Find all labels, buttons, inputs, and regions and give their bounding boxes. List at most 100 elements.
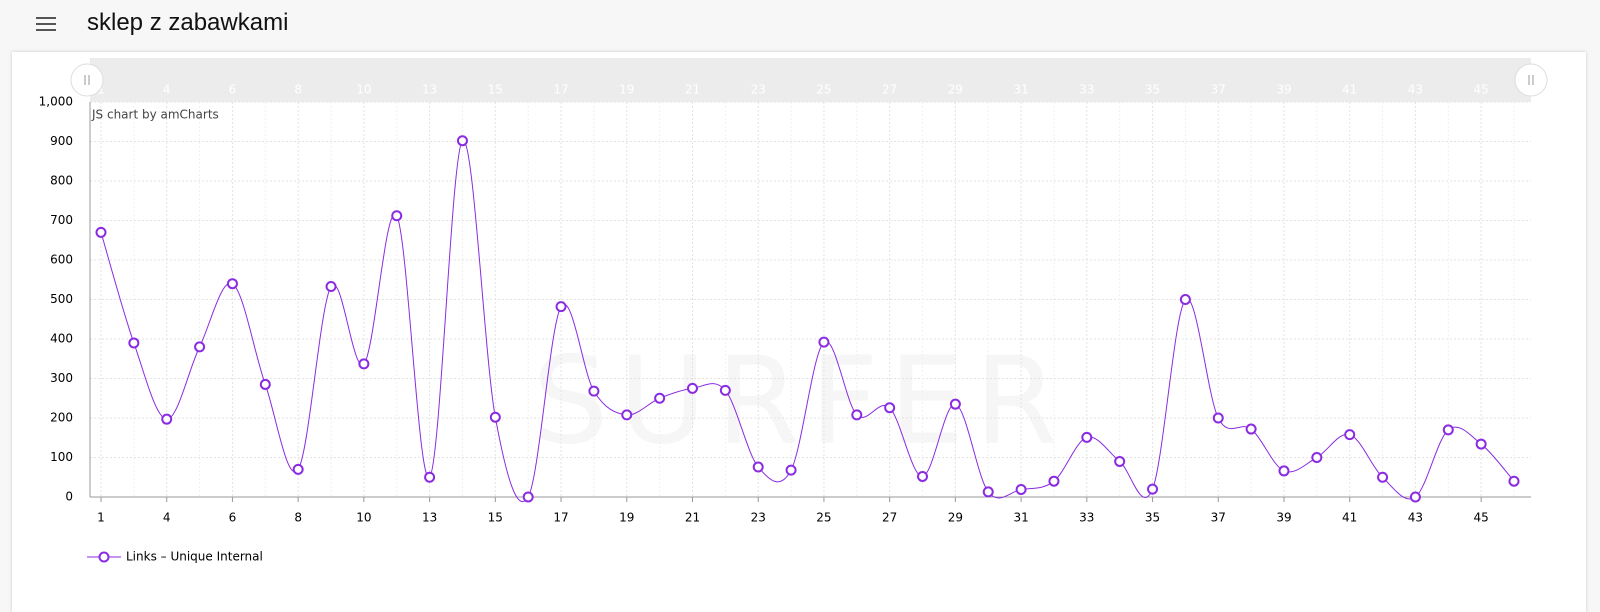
y-tick-label: 400 bbox=[50, 332, 73, 346]
x-tick-label: 19 bbox=[619, 511, 634, 525]
y-tick-label: 700 bbox=[50, 213, 73, 227]
scrollbar-grip[interactable] bbox=[1514, 63, 1548, 97]
scrollbar-label: 27 bbox=[882, 83, 897, 97]
point bbox=[161, 413, 173, 425]
x-tick-label: 39 bbox=[1276, 511, 1291, 525]
scrollbar-label: 37 bbox=[1211, 83, 1226, 97]
point bbox=[1311, 452, 1323, 463]
y-tick-label: 1,000 bbox=[39, 95, 73, 109]
page-title: sklep z zabawkami bbox=[87, 9, 289, 36]
scrollbar-label: 21 bbox=[685, 83, 700, 97]
x-tick-label: 31 bbox=[1013, 511, 1028, 525]
scrollbar[interactable] bbox=[90, 58, 1531, 102]
point bbox=[982, 486, 994, 498]
scrollbar-label: 6 bbox=[229, 83, 237, 97]
point bbox=[226, 278, 238, 290]
point bbox=[654, 392, 666, 404]
point bbox=[456, 135, 468, 147]
x-tick-label: 8 bbox=[294, 511, 302, 525]
x-tick-label: 45 bbox=[1473, 511, 1488, 525]
point bbox=[1442, 424, 1454, 436]
point bbox=[1179, 294, 1191, 305]
scrollbar-label: 29 bbox=[948, 83, 963, 97]
y-tick-label: 0 bbox=[65, 490, 73, 504]
x-tick-label: 27 bbox=[882, 511, 897, 525]
point bbox=[1114, 455, 1126, 467]
scrollbar-label: 19 bbox=[619, 83, 634, 97]
watermark: SURFER bbox=[532, 333, 1068, 472]
point bbox=[949, 398, 961, 410]
y-tick-label: 300 bbox=[50, 371, 73, 385]
scrollbar-label: 10 bbox=[356, 83, 371, 97]
y-tick-label: 600 bbox=[50, 253, 73, 267]
point bbox=[1048, 475, 1060, 487]
scrollbar-label: 41 bbox=[1342, 83, 1357, 97]
x-tick-label: 33 bbox=[1079, 511, 1094, 525]
x-tick-label: 6 bbox=[229, 511, 237, 525]
point bbox=[719, 384, 731, 396]
point bbox=[1409, 491, 1421, 503]
point bbox=[1508, 475, 1520, 487]
x-tick-label: 13 bbox=[422, 511, 437, 525]
point bbox=[1081, 431, 1093, 443]
y-tick-label: 800 bbox=[50, 174, 73, 188]
y-tick-label: 900 bbox=[50, 134, 73, 148]
point bbox=[424, 471, 436, 483]
legend-label: Links – Unique Internal bbox=[126, 550, 263, 564]
point bbox=[917, 470, 929, 482]
point bbox=[818, 336, 830, 348]
x-tick-label: 37 bbox=[1211, 511, 1226, 525]
point bbox=[128, 337, 140, 349]
scrollbar-grip[interactable] bbox=[70, 63, 104, 97]
scrollbar-label: 25 bbox=[816, 83, 831, 97]
scrollbar-label: 15 bbox=[488, 83, 503, 97]
x-tick-label: 41 bbox=[1342, 511, 1357, 525]
scrollbar-label: 33 bbox=[1079, 83, 1094, 97]
point bbox=[95, 226, 107, 238]
x-tick-label: 43 bbox=[1408, 511, 1423, 525]
scrollbar-label: 35 bbox=[1145, 83, 1160, 97]
point bbox=[621, 409, 633, 421]
point bbox=[194, 341, 206, 353]
point bbox=[686, 382, 698, 394]
x-tick-label: 4 bbox=[163, 511, 171, 525]
point bbox=[259, 378, 271, 390]
point bbox=[522, 491, 534, 503]
point bbox=[884, 402, 896, 414]
point bbox=[555, 301, 567, 313]
scrollbar-label: 43 bbox=[1408, 83, 1423, 97]
point bbox=[752, 461, 764, 473]
scrollbar-label: 8 bbox=[294, 83, 302, 97]
scrollbar-label: 1 bbox=[97, 83, 105, 97]
y-tick-label: 200 bbox=[50, 411, 73, 425]
point bbox=[489, 411, 501, 423]
point bbox=[1147, 483, 1159, 495]
scrollbar-label: 39 bbox=[1276, 83, 1291, 97]
point bbox=[1278, 465, 1290, 477]
point bbox=[292, 463, 304, 475]
x-tick-label: 21 bbox=[685, 511, 700, 525]
scrollbar-label: 17 bbox=[553, 83, 568, 97]
point bbox=[1245, 423, 1257, 435]
point bbox=[1344, 429, 1356, 441]
x-tick-label: 25 bbox=[816, 511, 831, 525]
point bbox=[851, 409, 863, 421]
point bbox=[1015, 483, 1027, 495]
scrollbar-label: 13 bbox=[422, 83, 437, 97]
header: sklep z zabawkami bbox=[0, 0, 1600, 50]
x-tick-label: 15 bbox=[488, 511, 503, 525]
point bbox=[1212, 412, 1224, 424]
y-tick-label: 100 bbox=[50, 450, 73, 464]
point bbox=[391, 210, 403, 222]
menu-button[interactable] bbox=[36, 17, 56, 35]
point bbox=[1377, 471, 1389, 483]
scrollbar-label: 31 bbox=[1013, 83, 1028, 97]
chart-card bbox=[12, 52, 1586, 612]
scrollbar-label: 45 bbox=[1473, 83, 1488, 97]
scrollbar-label: 4 bbox=[163, 83, 171, 97]
credit: JS chart by amCharts bbox=[91, 108, 219, 122]
point bbox=[358, 358, 370, 370]
x-tick-label: 17 bbox=[553, 511, 568, 525]
